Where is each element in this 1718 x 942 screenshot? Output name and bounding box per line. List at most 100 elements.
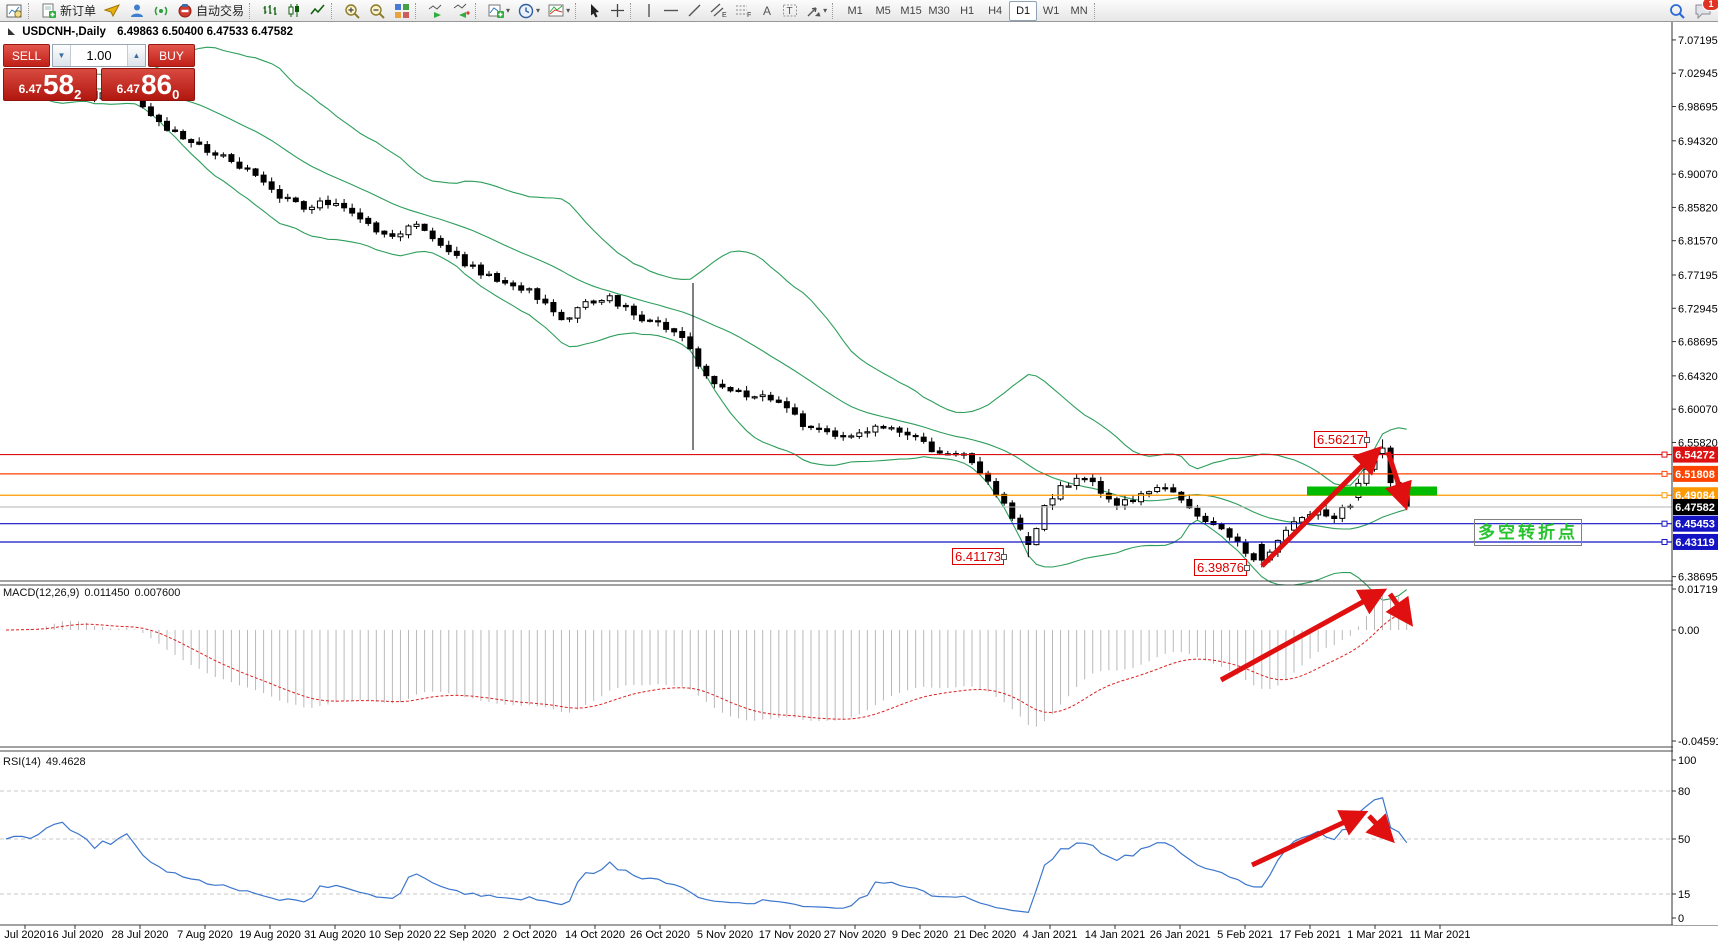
line-chart-button[interactable] (306, 0, 330, 22)
auto-scroll-button[interactable] (424, 0, 449, 22)
candle-body (1154, 487, 1161, 493)
timeframe-m5[interactable]: M5 (875, 4, 891, 17)
cursor-tool-button[interactable] (584, 0, 606, 22)
candle-body (1081, 477, 1088, 481)
candle-body (630, 305, 637, 316)
autotrading-button[interactable]: 自动交易 (173, 0, 248, 22)
trend-arrow (1365, 813, 1395, 844)
current-price-tag-text: 6.47582 (1675, 502, 1715, 514)
push-notification-button[interactable] (100, 0, 125, 22)
community-button[interactable] (125, 0, 149, 22)
tile-windows-button[interactable] (390, 0, 414, 22)
candle-body (767, 394, 774, 401)
volume-decrease-button[interactable]: ▼ (53, 45, 71, 66)
price-axis-label: 7.02945 (1678, 68, 1718, 80)
new-order-icon (42, 3, 56, 18)
horizontal-line-tool-button[interactable] (659, 0, 683, 22)
date-axis-label: Jul 2020 (4, 929, 46, 941)
candle-body (936, 450, 943, 454)
indicators-button[interactable]: ▾ (484, 0, 514, 22)
candle-body (1089, 477, 1096, 483)
volume-input[interactable] (71, 45, 127, 66)
price-axis-label: 6.72945 (1678, 303, 1718, 315)
equidistant-channel-icon: E (710, 3, 727, 18)
bar-chart-button[interactable] (258, 0, 282, 22)
level-line-handle (1661, 492, 1668, 499)
annotation-turning-point-label[interactable]: 多空转折点 (1474, 519, 1582, 546)
templates-button[interactable]: ▾ (544, 0, 574, 22)
candle-body (791, 407, 798, 415)
buy-button[interactable]: BUY (148, 44, 195, 67)
candle-body (703, 365, 710, 377)
price-axis-label: 6.85820 (1678, 202, 1718, 214)
push-notification-icon (104, 4, 121, 18)
annotation-low-price-label-2[interactable]: 6.39876 (1194, 559, 1250, 576)
date-axis-label: 16 Jul 2020 (47, 929, 104, 941)
arrows-icon (807, 7, 821, 17)
rsi-name: RSI(14) (3, 756, 41, 768)
volume-increase-button[interactable]: ▲ (127, 45, 145, 66)
candle-body (695, 348, 702, 367)
candle-body (566, 317, 573, 320)
price-axis-label: 6.55820 (1678, 437, 1718, 449)
candle-body (1234, 536, 1241, 543)
zoom-out-button[interactable] (365, 0, 390, 22)
candle-body (840, 435, 847, 438)
timeframe-h4[interactable]: H4 (988, 4, 1003, 17)
timeframe-w1[interactable]: W1 (1042, 4, 1060, 17)
signals-icon (154, 6, 168, 16)
sell-price-main: 58 (42, 69, 75, 100)
date-axis-label: 14 Oct 2020 (565, 929, 625, 941)
timeframe-m1[interactable]: M1 (847, 4, 863, 17)
chat-button[interactable]: 1 (1690, 0, 1718, 22)
sell-button[interactable]: SELL (3, 44, 50, 67)
timeframe-m15[interactable]: M15 (900, 4, 922, 17)
toolbar-grip (249, 2, 257, 19)
tile-windows-icon (395, 4, 410, 18)
search-button[interactable] (1665, 0, 1690, 22)
fibonacci-tool-button[interactable]: F (731, 0, 756, 22)
timeframe-mn[interactable]: MN (1070, 4, 1088, 17)
candle-body (292, 197, 299, 203)
text-tool-button[interactable]: A (756, 0, 778, 22)
candlestick-button[interactable] (282, 0, 306, 22)
candle-body (896, 427, 903, 433)
candle-body (429, 230, 436, 240)
date-axis-label: 26 Oct 2020 (630, 929, 690, 941)
text-label-tool-button[interactable]: T (778, 0, 802, 22)
candle-body (799, 413, 806, 427)
toolbar-grip (475, 2, 483, 19)
signals-button[interactable] (149, 0, 173, 22)
candle-body (1057, 485, 1064, 500)
annotation-low-price-label-1[interactable]: 6.41173 (952, 548, 1008, 565)
arrows-tool-button[interactable]: ▾ (802, 0, 831, 22)
timeframes-button[interactable]: ▾ (514, 0, 544, 22)
price-tag (1673, 515, 1718, 532)
rsi-axis-label: 0 (1678, 913, 1684, 925)
svg-text:E: E (722, 12, 727, 18)
new-chart-button[interactable] (2, 0, 27, 22)
candle-body (1202, 515, 1209, 523)
timeframe-h1[interactable]: H1 (960, 4, 975, 17)
sell-price-panel[interactable]: 6.47 58 2 (3, 68, 97, 102)
vertical-line-tool-button[interactable] (639, 0, 659, 22)
rsi-axis-label: 80 (1678, 786, 1690, 798)
candle-body (647, 319, 653, 322)
bollinger-lower-band (5, 93, 1408, 601)
buy-price-panel[interactable]: 6.47 86 0 (101, 68, 195, 102)
timeframe-m30[interactable]: M30 (928, 4, 950, 17)
chart-shift-button[interactable] (449, 0, 474, 22)
trendline-tool-button[interactable] (683, 0, 706, 22)
crosshair-tool-button[interactable] (606, 0, 629, 22)
candle-body (204, 144, 211, 153)
channel-tool-button[interactable]: E (706, 0, 731, 22)
zoom-in-button[interactable] (340, 0, 365, 22)
candle-body (687, 336, 694, 350)
candle-body (912, 434, 919, 438)
annotation-high-price-label[interactable]: 6.56217 (1314, 431, 1370, 448)
new-order-button[interactable]: 新订单 (37, 0, 100, 22)
timeframe-d1[interactable]: D1 (1009, 0, 1038, 21)
candle-body (759, 394, 766, 398)
candle-body (365, 217, 372, 224)
